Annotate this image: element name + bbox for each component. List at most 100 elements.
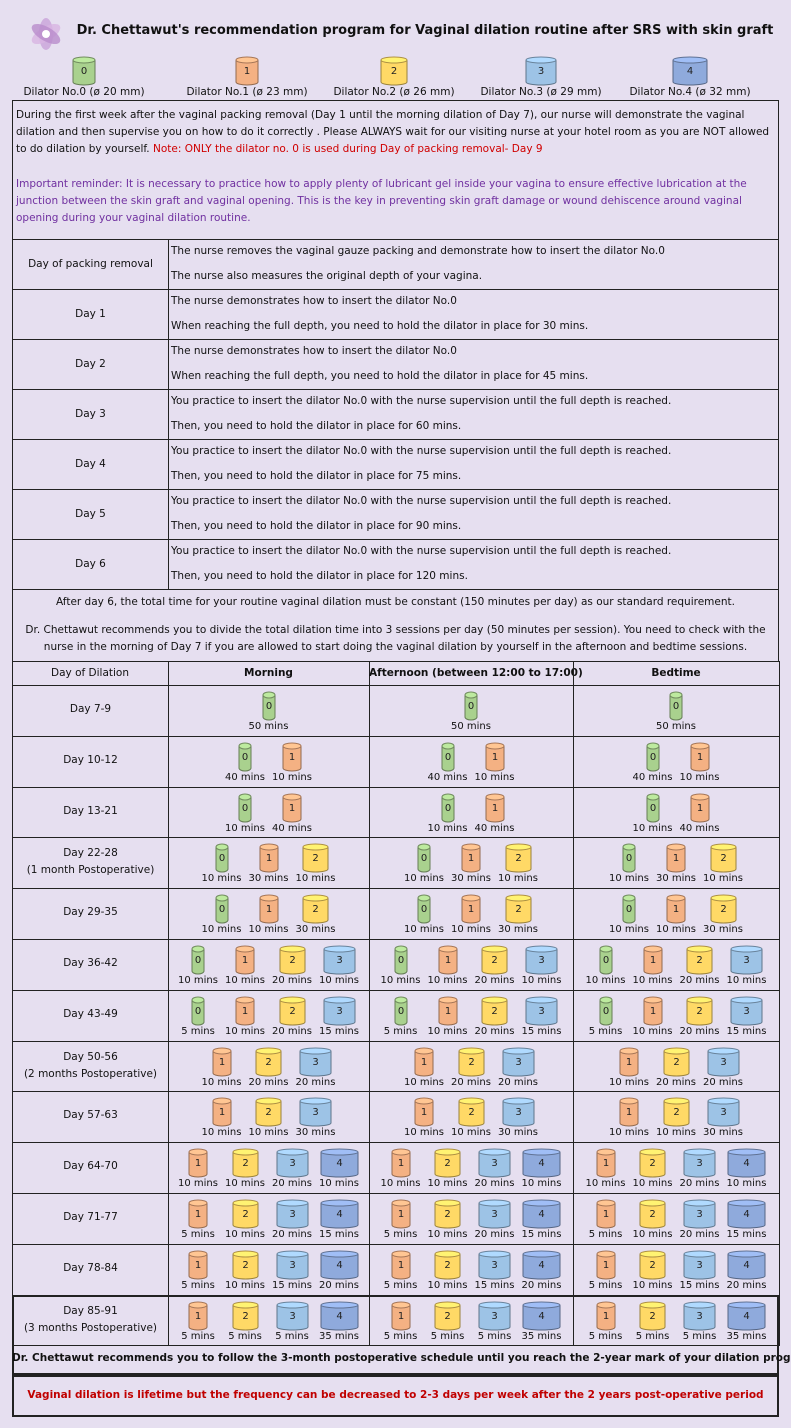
dilator-icon: 3 xyxy=(683,1148,716,1178)
dilator-number: 4 xyxy=(538,1311,544,1322)
dilator-icon: 1 xyxy=(282,793,302,823)
dilator-shape xyxy=(235,945,255,953)
dilator-shape xyxy=(72,56,96,64)
day-label: Day 57-63 xyxy=(63,1109,118,1122)
dilator-number: 0 xyxy=(444,803,450,814)
intro-text: During the first week after the vaginal … xyxy=(16,107,776,158)
dilator-shape xyxy=(505,894,531,902)
dilator-number: 2 xyxy=(242,1209,248,1220)
dilator-shape xyxy=(690,742,709,750)
time-label: 10 mins xyxy=(609,873,649,885)
dilator-shape xyxy=(461,847,481,873)
dilator-number: 2 xyxy=(265,1057,271,1068)
dilator-shape xyxy=(394,999,407,1026)
time-label: 10 mins xyxy=(632,1279,673,1291)
dilator-number: 3 xyxy=(336,955,342,966)
time-label: 30 mins xyxy=(498,1127,538,1139)
dilator-number: 3 xyxy=(696,1260,702,1271)
dilator-icon: 1 xyxy=(391,1199,410,1229)
dilator-number: 2 xyxy=(289,1006,295,1017)
dilator-shape xyxy=(438,945,457,953)
dilator-shape xyxy=(441,793,454,801)
dilator-label: Dilator No.3 (ø 29 mm) xyxy=(480,86,602,98)
dilator-number: 4 xyxy=(743,1209,749,1220)
lifetime-note: Vaginal dilation is lifetime but the fre… xyxy=(27,1389,764,1402)
dilator-shape xyxy=(458,1047,484,1055)
intro-text: During the first week after the vaginal … xyxy=(16,109,770,155)
dilator-icon: 3 xyxy=(276,1199,308,1229)
day-label: Day 29-35 xyxy=(63,906,118,919)
dilator-number: 1 xyxy=(444,1006,450,1017)
dilator-number: 0 xyxy=(673,701,679,712)
dilator-shape xyxy=(434,1304,461,1331)
dilator-shape xyxy=(302,898,329,924)
dilator-icon: 1 xyxy=(259,843,278,873)
dilator-number: 1 xyxy=(195,1158,201,1169)
dilator-shape xyxy=(235,60,259,86)
dilator-number: 3 xyxy=(289,1209,295,1220)
dilator-icon: 1 xyxy=(259,894,278,924)
time-label: 10 mins xyxy=(585,975,626,986)
dilator-shape xyxy=(478,1304,511,1331)
dilator-shape xyxy=(522,1199,561,1207)
dilator-icon: 1 xyxy=(235,996,255,1026)
dilator-shape xyxy=(302,894,329,902)
dilator-number: 0 xyxy=(242,752,248,763)
dilator-number: 1 xyxy=(602,1158,608,1169)
dilator-icon: 0 xyxy=(622,894,636,924)
dilator-icon: 4 xyxy=(727,1301,766,1331)
time-label: 40 mins xyxy=(427,771,468,783)
dilator-icon: 3 xyxy=(525,996,558,1026)
dilator-shape xyxy=(596,1203,615,1229)
dilator-number: 0 xyxy=(626,904,632,915)
dilator-shape xyxy=(710,894,736,902)
dilator-shape xyxy=(438,949,457,975)
dilator-icon: 2 xyxy=(434,1250,461,1280)
time-label: 5 mins xyxy=(383,1279,418,1291)
time-label: 30 mins xyxy=(295,1127,336,1139)
dilator-icon: 2 xyxy=(663,1097,689,1127)
time-label: 15 mins xyxy=(521,1229,562,1240)
dilator-icon: 1 xyxy=(619,1047,639,1077)
dilator-shape xyxy=(690,796,709,823)
dilator-shape xyxy=(320,1148,358,1156)
dilator-number: 3 xyxy=(538,1006,544,1017)
dilator-icon: 2 xyxy=(639,1199,666,1229)
dilator-shape xyxy=(525,56,557,64)
dilator-number: 3 xyxy=(720,1107,726,1118)
dilator-number: 0 xyxy=(602,1006,608,1017)
dilator-shape xyxy=(282,745,302,772)
time-label: 30 mins xyxy=(703,924,743,936)
dilator-icon: 4 xyxy=(320,1301,358,1331)
dilator-number: 1 xyxy=(218,1057,224,1068)
dilator-number: 1 xyxy=(397,1260,403,1271)
dilator-icon: 1 xyxy=(596,1148,615,1178)
dilator-shape xyxy=(232,1148,258,1156)
time-label: 5 mins xyxy=(383,1330,418,1342)
dilator-shape xyxy=(672,60,708,86)
dilator-icon: 1 xyxy=(596,1199,615,1229)
dilator-number: 2 xyxy=(468,1107,474,1118)
column-header: Bedtime xyxy=(651,667,701,679)
dilator-icon: 0 xyxy=(669,691,683,721)
dilator-icon: 1 xyxy=(414,1047,434,1077)
dilator-shape xyxy=(191,996,205,1004)
dilator-shape xyxy=(619,1050,639,1077)
dilator-shape xyxy=(619,1101,639,1127)
dilator-number: 0 xyxy=(265,701,271,712)
dilator-number: 1 xyxy=(218,1107,224,1118)
dilator-number: 1 xyxy=(195,1260,201,1271)
time-label: 20 mins xyxy=(474,975,515,986)
dilator-shape xyxy=(478,1250,511,1258)
dilator-shape xyxy=(391,1203,410,1229)
dilator-icon: 4 xyxy=(320,1148,358,1178)
time-label: 10 mins xyxy=(201,924,242,936)
dilator-number: 2 xyxy=(491,955,497,966)
dilator-shape xyxy=(320,1199,358,1207)
dilator-shape xyxy=(643,949,662,975)
time-label: 10 mins xyxy=(474,771,515,783)
time-label: 10 mins xyxy=(380,975,421,986)
time-label: 15 mins xyxy=(726,1229,767,1240)
time-label: 5 mins xyxy=(588,1229,623,1240)
time-label: 10 mins xyxy=(225,1279,265,1291)
